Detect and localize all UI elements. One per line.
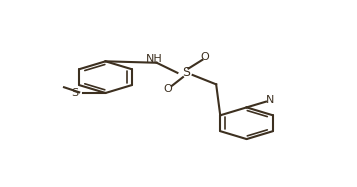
- Text: N: N: [266, 95, 274, 105]
- Text: S: S: [71, 88, 79, 98]
- Text: NH: NH: [146, 54, 162, 64]
- Text: O: O: [164, 84, 172, 94]
- Text: S: S: [182, 66, 190, 79]
- Text: O: O: [201, 52, 210, 62]
